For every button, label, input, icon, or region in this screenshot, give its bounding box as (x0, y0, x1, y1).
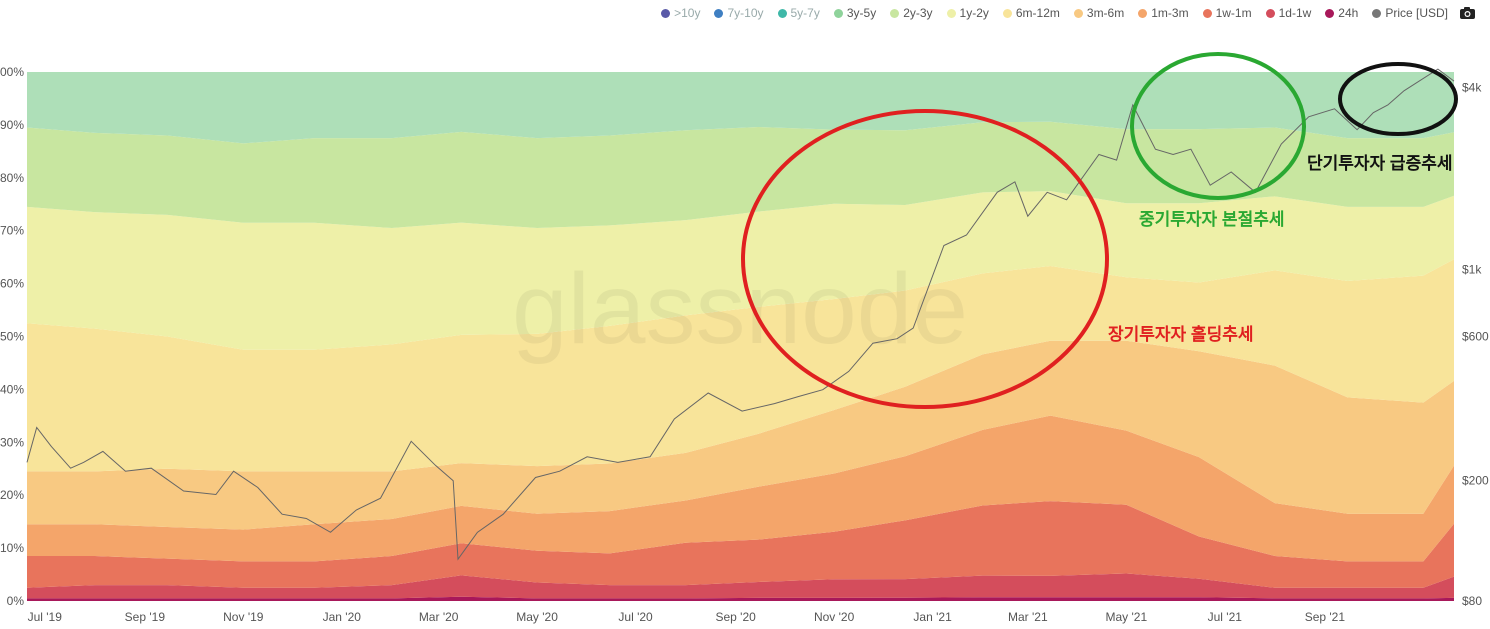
legend-item[interactable]: 3y-5y (833, 6, 877, 20)
legend-item[interactable]: 24h (1325, 6, 1358, 20)
legend-dot-icon (833, 8, 843, 18)
legend-label: 6m-12m (1015, 6, 1060, 20)
area-1m-3m (27, 415, 1454, 562)
legend-label: 1y-2y (959, 6, 989, 20)
area-layers (27, 72, 1454, 601)
area-2y-3y (27, 121, 1454, 229)
legend-item[interactable]: 6m-12m (1002, 6, 1060, 20)
y-left-tick-label: 40% (0, 382, 24, 396)
annotation-circles (741, 52, 1458, 409)
legend-item[interactable]: 3m-6m (1073, 6, 1125, 20)
area-3y-5y (27, 72, 1454, 144)
y-right-tick-label: $600 (1462, 330, 1489, 344)
y-right-tick-label: $1k (1462, 262, 1482, 276)
area-1w-1m (27, 501, 1454, 588)
annotation-circle (1130, 52, 1306, 200)
legend-item[interactable]: 1m-3m (1138, 6, 1189, 20)
annotation-mid-term: 중기투자자 본절추세 (1139, 210, 1285, 229)
y-left-tick-label: 70% (0, 224, 24, 238)
camera-icon[interactable] (1459, 6, 1476, 20)
legend-item[interactable]: >10y (661, 6, 700, 20)
price-line (26, 68, 1455, 561)
legend-label: 7y-10y (727, 6, 764, 20)
area-1y-2y (27, 191, 1454, 350)
annotation-long-term: 장기투자자 홀딩추세 (1108, 325, 1254, 344)
annotation-circle (1338, 62, 1458, 136)
x-tick-label: Nov '20 (814, 610, 855, 624)
left-axis: 100% 90% 80% 70% 60% 50% 40% 30% 20% 10% 0% (0, 65, 24, 608)
legend-label: 3m-6m (1086, 6, 1125, 20)
annotation-circle (741, 109, 1109, 409)
legend-label: 5y-7y (790, 6, 820, 20)
legend-dot-icon (1325, 8, 1335, 18)
y-left-tick-label: 90% (0, 118, 24, 132)
x-tick-label: Jul '19 (28, 610, 63, 624)
legend-item[interactable]: 1d-1w (1265, 6, 1312, 20)
price-line-group (26, 68, 1455, 561)
legend-label: >10y (674, 6, 701, 20)
legend-dot-icon (777, 8, 787, 18)
legend-dot-icon (1002, 8, 1012, 18)
x-tick-label: Jul '21 (1208, 610, 1243, 624)
legend-dot-icon (1138, 8, 1148, 18)
x-tick-label: Jan '21 (913, 610, 952, 624)
legend-label: 2y-3y (903, 6, 933, 20)
legend-item[interactable]: 5y-7y (777, 6, 820, 20)
x-tick-label: May '21 (1105, 610, 1147, 624)
legend-item[interactable]: Price [USD] (1372, 6, 1448, 20)
x-tick-label: May '20 (516, 610, 558, 624)
legend-label: Price [USD] (1385, 6, 1448, 20)
legend-dot-icon (890, 8, 900, 18)
legend-label: 1m-3m (1151, 6, 1189, 20)
y-left-tick-label: 100% (0, 65, 24, 79)
y-left-tick-label: 80% (0, 171, 24, 185)
area-6m-12m (27, 259, 1454, 472)
annotation-short-term: 단기투자자 급증추세 (1307, 154, 1453, 173)
y-right-tick-label: $200 (1462, 474, 1489, 488)
y-left-tick-label: 30% (0, 435, 24, 449)
legend-dot-icon (1202, 8, 1212, 18)
x-tick-label: Jul '20 (618, 610, 653, 624)
x-tick-label: Sep '21 (1305, 610, 1346, 624)
legend-dot-icon (714, 8, 724, 18)
area-3m-6m (27, 340, 1454, 530)
x-tick-label: Nov '19 (223, 610, 264, 624)
x-tick-label: Mar '20 (419, 610, 459, 624)
legend-dot-icon (1372, 8, 1382, 18)
legend-item[interactable]: 1y-2y (946, 6, 989, 20)
y-right-tick-label: $4k (1462, 80, 1482, 94)
legend-dot-icon (661, 8, 671, 18)
legend-label: 1w-1m (1215, 6, 1252, 20)
legend-item[interactable]: 1w-1m (1202, 6, 1252, 20)
y-left-tick-label: 10% (0, 541, 24, 555)
y-left-tick-label: 20% (0, 488, 24, 502)
x-tick-label: Mar '21 (1008, 610, 1048, 624)
y-left-tick-label: 50% (0, 330, 24, 344)
legend-item[interactable]: 2y-3y (890, 6, 933, 20)
legend-dot-icon (946, 8, 956, 18)
chart-legend: >10y 7y-10y 5y-7y 3y-5y 2y-3y 1y-2y 6m-12m 3m-6… (661, 6, 1448, 20)
legend-label: 1d-1w (1278, 6, 1312, 20)
legend-dot-icon (1073, 8, 1083, 18)
area-1d-1w (27, 573, 1454, 599)
y-right-tick-label: $80 (1462, 594, 1482, 608)
area-24h (27, 596, 1454, 601)
x-axis: Jul '19 Sep '19 Nov '19 Jan '20 Mar '20 May '… (28, 610, 1346, 624)
legend-label: 24h (1338, 6, 1359, 20)
legend-label: 3y-5y (846, 6, 877, 20)
x-tick-label: Sep '20 (715, 610, 756, 624)
y-left-tick-label: 60% (0, 277, 24, 291)
legend-item[interactable]: 7y-10y (714, 6, 764, 20)
y-left-tick-label: 0% (7, 594, 25, 608)
x-tick-label: Jan '20 (323, 610, 362, 624)
watermark: glassnode (512, 253, 968, 365)
legend-dot-icon (1265, 8, 1275, 18)
x-tick-label: Sep '19 (125, 610, 166, 624)
right-axis: $4k $1k $600 $200 $80 (1462, 80, 1489, 608)
